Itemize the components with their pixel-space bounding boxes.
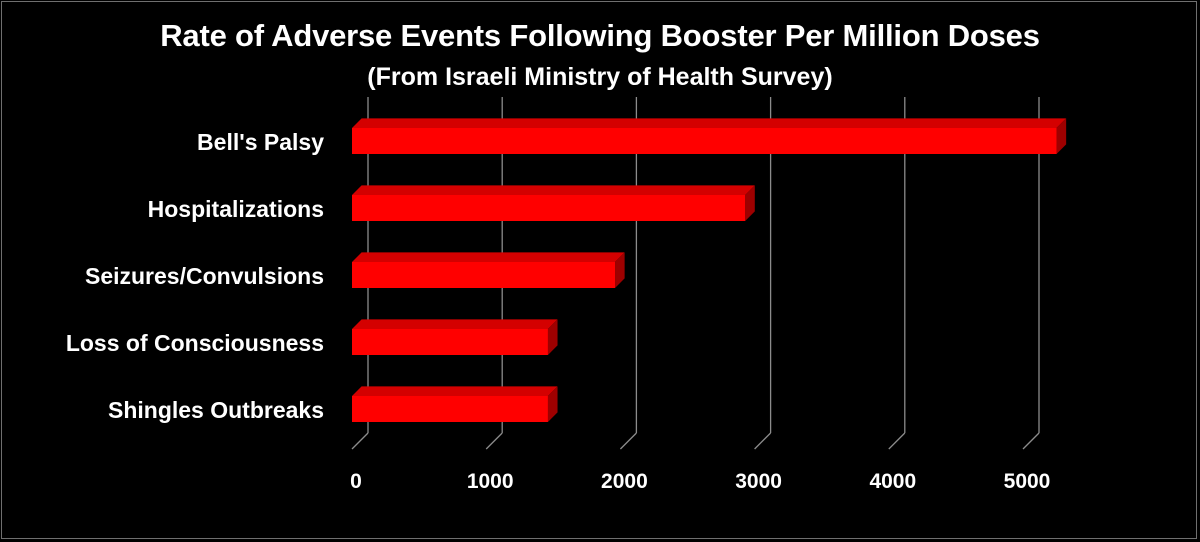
- bar-top-face: [352, 386, 558, 396]
- bar-front-face: [352, 396, 548, 422]
- bar-top-face: [352, 319, 558, 329]
- gridline-floor-4000: [888, 432, 906, 450]
- category-label: Seizures/Convulsions: [85, 263, 324, 289]
- gridline-floor-0: [351, 432, 369, 450]
- x-tick-label: 0: [350, 470, 362, 493]
- bar-front-face: [352, 262, 616, 288]
- x-tick-label: 2000: [601, 470, 648, 493]
- bar-hospitalizations: [352, 185, 755, 221]
- bar-front-face: [352, 329, 548, 355]
- bar-seizures-convulsions: [352, 252, 625, 288]
- x-tick-label: 1000: [467, 470, 514, 493]
- bar-side-face: [615, 252, 625, 288]
- gridline-floor-1000: [485, 432, 503, 450]
- category-label: Hospitalizations: [148, 196, 324, 222]
- bar-top-face: [352, 185, 755, 195]
- bar-shingles-outbreaks: [352, 386, 558, 422]
- x-tick-label: 4000: [869, 470, 916, 493]
- bar-top-face: [352, 118, 1067, 128]
- x-tick-labels: 0 1000 2000 3000 4000 5000: [350, 470, 1050, 493]
- bar-side-face: [745, 185, 755, 221]
- bar-bell-s-palsy: [352, 118, 1067, 154]
- category-label: Loss of Consciousness: [66, 330, 324, 356]
- bar-side-face: [547, 319, 558, 355]
- gridline-floor-2000: [619, 432, 637, 450]
- x-tick-label: 3000: [735, 470, 782, 493]
- category-labels: Bell's Palsy Hospitalizations Seizures/Con…: [66, 129, 324, 423]
- chart-subtitle: (From Israeli Ministry of Health Survey): [367, 63, 833, 91]
- gridline-floor-3000: [754, 432, 772, 450]
- bars: [352, 118, 1067, 422]
- bar-front-face: [352, 195, 746, 221]
- bar-loss-of-consciousness: [352, 319, 558, 355]
- chart-title: Rate of Adverse Events Following Booster…: [160, 18, 1040, 53]
- x-tick-label: 5000: [1004, 470, 1051, 493]
- bar-side-face: [547, 386, 558, 422]
- category-label: Bell's Palsy: [197, 129, 324, 155]
- bar-side-face: [1056, 118, 1067, 154]
- bar-top-face: [352, 252, 625, 262]
- gridline-floor-5000: [1022, 432, 1040, 450]
- bar-front-face: [352, 128, 1057, 154]
- category-label: Shingles Outbreaks: [108, 397, 324, 423]
